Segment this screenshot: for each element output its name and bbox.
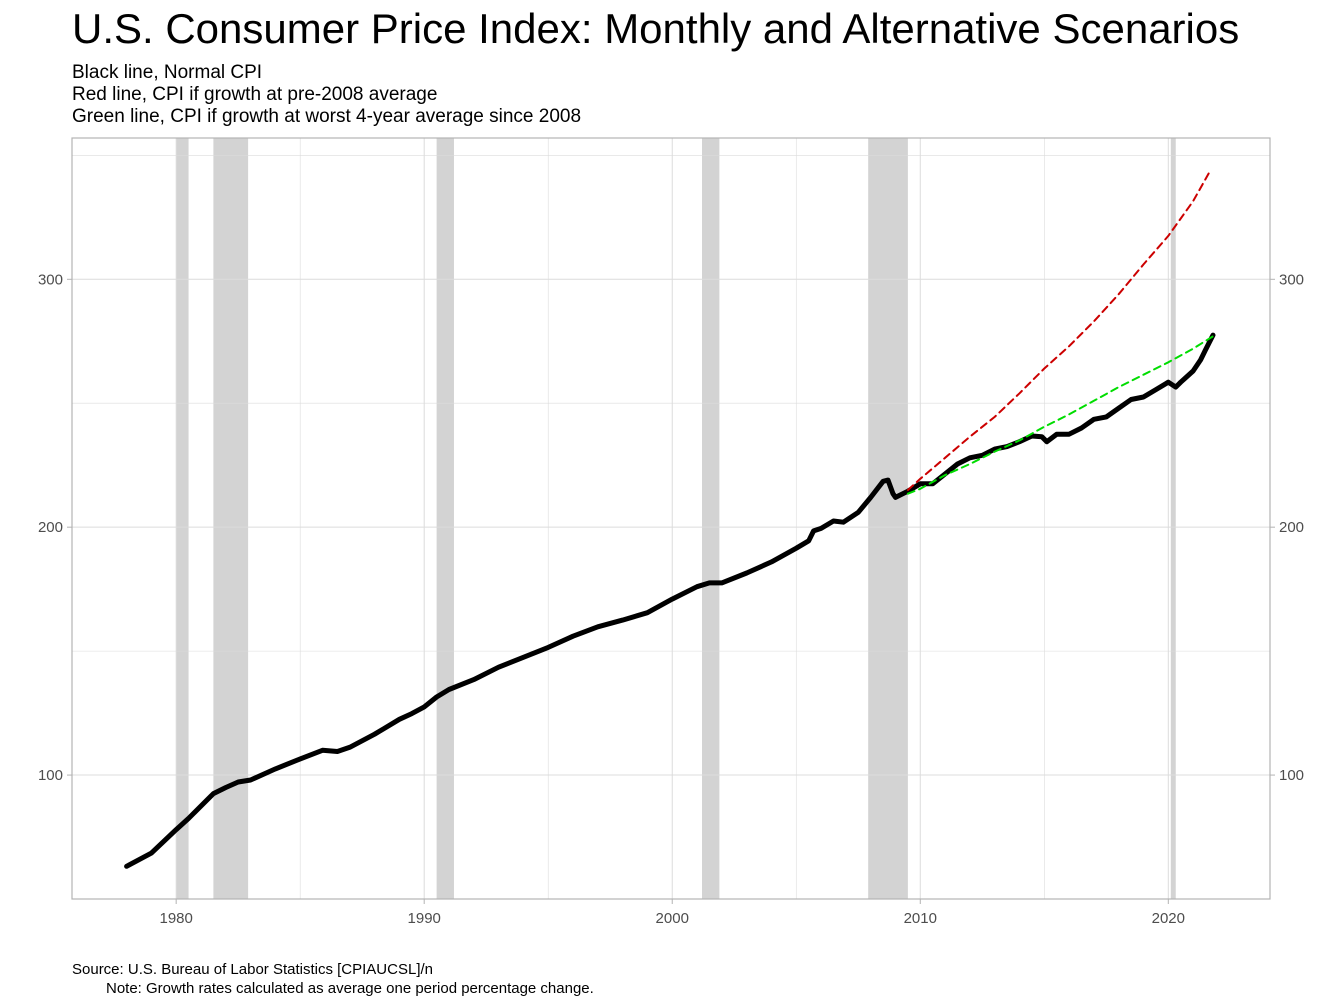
recession-band-4	[868, 138, 908, 899]
y-tick-label-left-200: 200	[38, 519, 63, 536]
y-tick-label-left-100: 100	[38, 767, 63, 784]
series-line-worst4yr	[906, 335, 1214, 495]
subtitle-line-pre2008: Red line, CPI if growth at pre-2008 aver…	[72, 84, 438, 105]
x-tick-label-2010: 2010	[904, 910, 937, 927]
series-line-pre2008	[906, 169, 1212, 491]
chart-subtitle: Black line, Normal CPI Red line, CPI if …	[72, 62, 581, 128]
x-tick-label-1990: 1990	[408, 910, 441, 927]
recession-band-3	[702, 138, 720, 899]
chart-caption: Source: U.S. Bureau of Labor Statistics …	[72, 960, 594, 998]
x-tick-label-1980: 1980	[159, 910, 192, 927]
recession-band-2	[436, 138, 454, 899]
chart-title: U.S. Consumer Price Index: Monthly and A…	[72, 5, 1240, 52]
y-tick-label-right-300: 300	[1279, 271, 1304, 288]
x-tick-label-2020: 2020	[1152, 910, 1185, 927]
subtitle-line-worst4yr: Green line, CPI if growth at worst 4-yea…	[72, 106, 582, 127]
y-tick-label-right-200: 200	[1279, 519, 1304, 536]
growth-rate-note: Note: Growth rates calculated as average…	[106, 980, 594, 997]
subtitle-line-normal: Black line, Normal CPI	[72, 62, 263, 83]
plot-panel-border	[71, 137, 1271, 900]
recession-band-0	[176, 138, 189, 899]
source-note: Source: U.S. Bureau of Labor Statistics …	[72, 961, 433, 978]
y-tick-label-right-100: 100	[1279, 767, 1304, 784]
series-line-normal	[124, 332, 1216, 869]
x-tick-label-2000: 2000	[656, 910, 689, 927]
recession-band-5	[1170, 138, 1176, 899]
y-tick-label-left-300: 300	[38, 271, 63, 288]
recession-band-1	[213, 138, 249, 899]
